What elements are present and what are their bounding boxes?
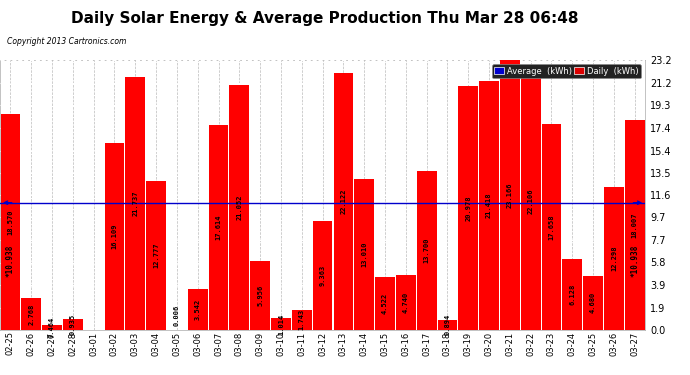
Text: 1.014: 1.014	[278, 314, 284, 335]
Bar	[333, 72, 353, 330]
Bar	[458, 86, 478, 330]
Text: 5.956: 5.956	[257, 285, 263, 306]
Bar	[126, 77, 145, 330]
Text: 17.614: 17.614	[215, 215, 221, 240]
Text: 18.007: 18.007	[632, 213, 638, 238]
Bar	[271, 318, 291, 330]
Text: 0.894: 0.894	[444, 314, 451, 335]
Bar	[500, 60, 520, 330]
Text: 4.740: 4.740	[403, 292, 408, 313]
Text: 1.743: 1.743	[299, 309, 305, 330]
Bar	[230, 85, 249, 330]
Bar	[417, 171, 437, 330]
Text: 13.010: 13.010	[361, 242, 367, 267]
Bar	[42, 325, 62, 330]
Bar	[313, 221, 333, 330]
Bar	[146, 181, 166, 330]
Text: 6.128: 6.128	[569, 284, 575, 305]
Text: *10.938: *10.938	[6, 244, 15, 277]
Text: 22.122: 22.122	[340, 189, 346, 214]
Text: 0.006: 0.006	[174, 305, 180, 327]
Bar	[479, 81, 499, 330]
Bar	[250, 261, 270, 330]
Bar	[396, 275, 415, 330]
Bar	[562, 259, 582, 330]
Bar	[208, 125, 228, 330]
Text: 4.680: 4.680	[590, 292, 596, 314]
Text: 20.978: 20.978	[465, 195, 471, 220]
Bar	[188, 289, 208, 330]
Text: 0.935: 0.935	[70, 314, 76, 335]
Text: Copyright 2013 Cartronics.com: Copyright 2013 Cartronics.com	[7, 38, 126, 46]
Text: 16.109: 16.109	[112, 224, 117, 249]
Text: 13.700: 13.700	[424, 237, 430, 263]
Text: 4.522: 4.522	[382, 293, 388, 314]
Text: *10.938: *10.938	[630, 244, 639, 277]
Bar	[1, 114, 20, 330]
Bar	[292, 310, 312, 330]
Bar	[542, 124, 562, 330]
Bar	[354, 178, 374, 330]
Text: 9.363: 9.363	[319, 265, 326, 286]
Text: 12.777: 12.777	[153, 243, 159, 268]
Text: 2.768: 2.768	[28, 303, 34, 324]
Text: Daily Solar Energy & Average Production Thu Mar 28 06:48: Daily Solar Energy & Average Production …	[70, 11, 578, 26]
Bar	[63, 319, 83, 330]
Bar	[21, 298, 41, 330]
Text: 23.166: 23.166	[507, 183, 513, 208]
Legend: Average  (kWh), Daily  (kWh): Average (kWh), Daily (kWh)	[492, 64, 641, 78]
Text: 18.570: 18.570	[8, 209, 13, 235]
Text: 21.737: 21.737	[132, 191, 138, 216]
Text: 0.464: 0.464	[49, 316, 55, 338]
Text: 3.542: 3.542	[195, 299, 201, 320]
Bar	[625, 120, 644, 330]
Bar	[604, 187, 624, 330]
Text: 22.106: 22.106	[528, 189, 533, 214]
Text: 17.658: 17.658	[549, 214, 555, 240]
Bar	[105, 142, 124, 330]
Bar	[437, 320, 457, 330]
Bar	[583, 276, 603, 330]
Text: 21.418: 21.418	[486, 193, 492, 218]
Bar	[375, 278, 395, 330]
Bar	[521, 73, 540, 330]
Text: 12.298: 12.298	[611, 246, 617, 271]
Text: 21.052: 21.052	[237, 195, 242, 220]
